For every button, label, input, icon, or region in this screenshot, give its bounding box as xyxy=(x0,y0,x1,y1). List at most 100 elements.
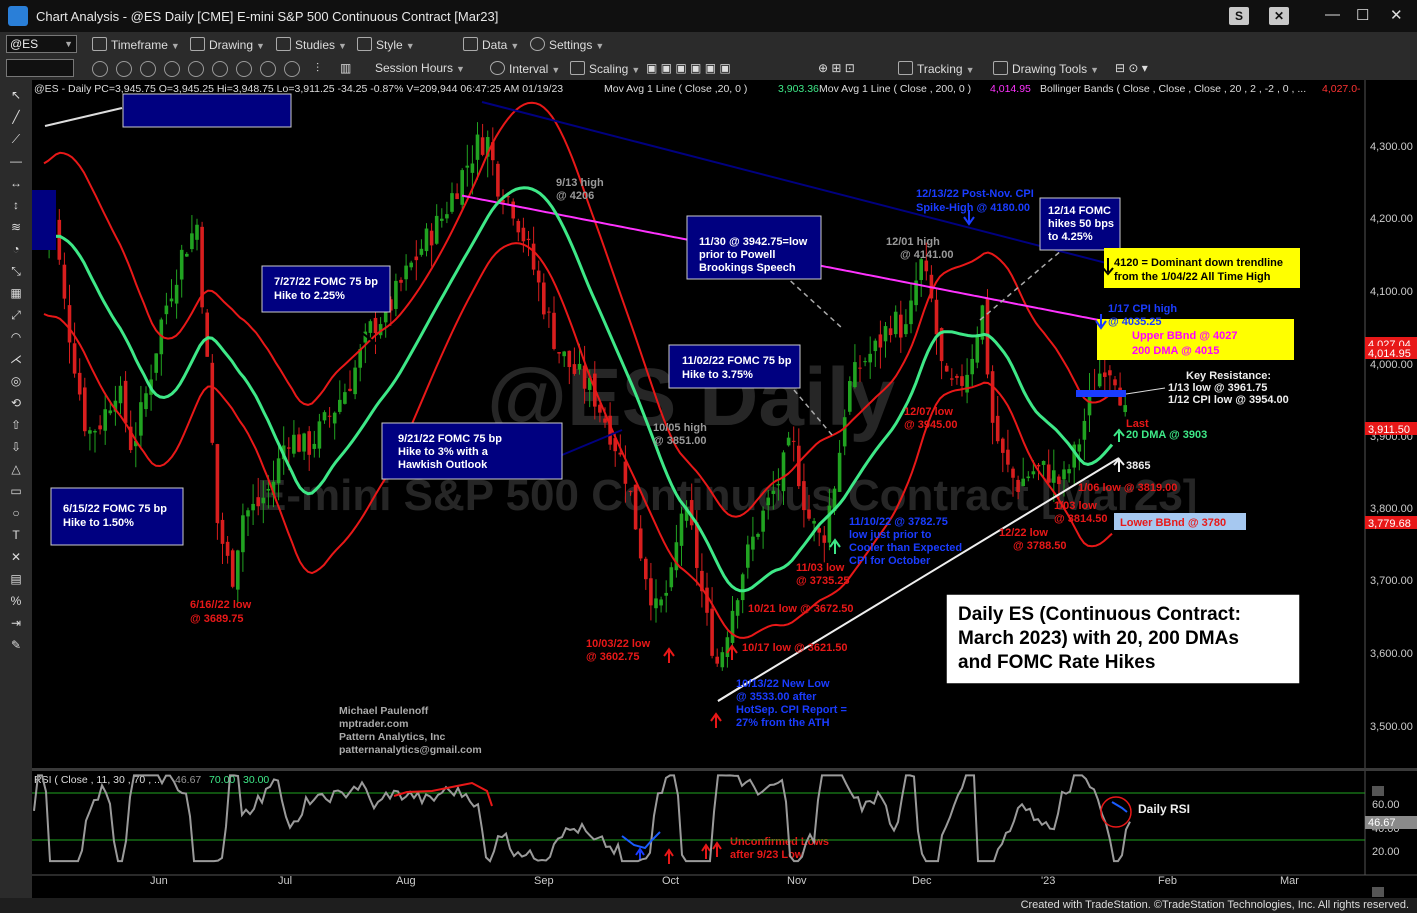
close-window-icon[interactable]: ✕ xyxy=(1390,7,1403,24)
ray-icon[interactable]: ⟋ xyxy=(11,132,21,146)
drawing-tools-menu[interactable]: Drawing Tools ▼ xyxy=(993,61,1099,76)
magnet-icon[interactable]: ⊟ ⊙ ▾ xyxy=(1115,61,1148,75)
zoom-icon[interactable]: ▣ ▣ ▣ ▣ ▣ ▣ xyxy=(646,61,731,75)
candle-body xyxy=(230,550,235,587)
fan-icon[interactable]: ⋌ xyxy=(10,352,22,366)
pen-icon[interactable]: ✎ xyxy=(10,638,22,652)
scaling-menu[interactable]: Scaling ▼ xyxy=(570,61,640,76)
candle-body xyxy=(980,305,985,340)
candle-body xyxy=(689,500,694,526)
pointer-icon[interactable]: ↖ xyxy=(10,88,22,102)
session-hours-menu[interactable]: Session Hours ▼ xyxy=(375,61,465,75)
symbol-input[interactable]: @ES ▼ xyxy=(6,35,77,53)
cross-icon[interactable]: ✕ xyxy=(10,550,22,564)
candle-body xyxy=(975,334,980,363)
candle-icon[interactable]: ▥ xyxy=(340,61,352,75)
chevron-down-icon[interactable]: ▼ xyxy=(64,39,73,49)
copyright-text: Created with TradeStation. ©TradeStation… xyxy=(1020,899,1409,911)
candle-body xyxy=(858,367,862,369)
percent-icon[interactable]: % xyxy=(10,594,22,608)
symbol-value: @ES xyxy=(10,37,39,51)
candle-body xyxy=(766,497,770,506)
link-icon[interactable] xyxy=(236,61,252,77)
minimize-icon[interactable]: — xyxy=(1325,6,1340,23)
candle-body xyxy=(740,574,745,601)
low-1017-note: 10/17 low @ 3621.50 xyxy=(742,642,848,654)
speed-lines-icon[interactable]: ⤢ xyxy=(11,308,21,322)
triangle-icon[interactable]: △ xyxy=(11,462,21,476)
header-box xyxy=(122,93,292,128)
s-button[interactable]: S xyxy=(1229,7,1249,25)
drawing-menu[interactable]: Drawing ▼ xyxy=(190,37,265,52)
ellipse-icon[interactable]: ◎ xyxy=(10,374,22,388)
bar-type-icon[interactable]: ⫶ xyxy=(316,61,320,75)
ma200-tag: 4,014.95 xyxy=(1368,348,1411,360)
settings-menu[interactable]: Settings ▼ xyxy=(530,37,604,52)
grid-icon[interactable]: ▦ xyxy=(10,286,22,300)
arc-icon[interactable]: ◠ xyxy=(10,330,22,344)
link-icon[interactable] xyxy=(164,61,180,77)
title-bar: Chart Analysis - @ES Daily [CME] E-mini … xyxy=(0,0,1417,32)
vertical-arrow-icon[interactable]: ↕ xyxy=(13,198,19,212)
studies-icon xyxy=(276,37,291,51)
fomc-615-line2: Hike to 1.50% xyxy=(63,517,134,529)
gann-icon[interactable]: ◔ xyxy=(12,242,20,256)
link-icon[interactable] xyxy=(140,61,156,77)
chart-canvas[interactable]: @ES Daily E-mini S&P 500 Continuous Cont… xyxy=(32,80,1417,898)
candle-body xyxy=(990,371,995,423)
level-3865-note: 3865 xyxy=(1126,460,1150,472)
up-arrow-icon[interactable]: ⇧ xyxy=(10,418,22,432)
candle-body xyxy=(220,519,225,544)
style-menu[interactable]: Style ▼ xyxy=(357,37,415,52)
candle-body xyxy=(179,249,184,280)
candle-body xyxy=(1077,444,1082,452)
hatch-icon[interactable]: ▤ xyxy=(10,572,22,586)
crosshair-icon[interactable]: ⊕ ⊞ ⊡ xyxy=(818,61,855,75)
low-1207-note: 12/07 low @ 3945.00 xyxy=(904,406,958,431)
scroll-up-button[interactable] xyxy=(1372,786,1384,796)
candle-body xyxy=(292,434,296,454)
down-arrow-icon[interactable]: ⇩ xyxy=(10,440,22,454)
resistance-band xyxy=(1076,390,1126,397)
timeframe-menu[interactable]: Timeframe ▼ xyxy=(92,37,180,52)
text-icon[interactable]: T xyxy=(12,528,20,542)
candle-body xyxy=(562,351,566,357)
daily-rsi-note: Daily RSI xyxy=(1138,802,1190,816)
candle-body xyxy=(526,238,531,241)
candle-body xyxy=(389,299,393,311)
candle-body xyxy=(868,353,872,363)
candle-body xyxy=(1001,438,1005,453)
circle-icon[interactable]: ○ xyxy=(12,506,20,520)
link-icon[interactable] xyxy=(284,61,300,77)
data-menu[interactable]: Data ▼ xyxy=(463,37,519,52)
candle-body xyxy=(297,434,301,452)
interval-menu[interactable]: Interval ▼ xyxy=(490,61,560,76)
tracking-menu[interactable]: Tracking ▼ xyxy=(898,61,975,76)
credit-note: Michael Paulenoff mptrader.com Pattern Ana… xyxy=(339,705,482,756)
fib-icon[interactable]: ≋ xyxy=(10,220,22,234)
scroll-down-button[interactable] xyxy=(1372,887,1384,897)
hline-icon[interactable]: ― xyxy=(10,154,22,168)
studies-menu[interactable]: Studies ▼ xyxy=(276,37,347,52)
close-chart-button[interactable]: ✕ xyxy=(1269,7,1289,25)
link-icon[interactable] xyxy=(260,61,276,77)
maximize-icon[interactable]: ☐ xyxy=(1356,7,1370,24)
candle-body xyxy=(771,490,776,494)
interval-input[interactable] xyxy=(6,59,74,77)
link-icon[interactable] xyxy=(188,61,204,77)
candle-body xyxy=(822,535,827,543)
link-icon[interactable] xyxy=(116,61,132,77)
cycle-icon[interactable]: ⟲ xyxy=(10,396,22,410)
month-label: Feb xyxy=(1158,875,1177,887)
arrow-right-icon[interactable]: ⇥ xyxy=(10,616,22,630)
channel-icon[interactable]: ⤡ xyxy=(11,264,21,278)
candle-body xyxy=(491,142,495,161)
link-icon[interactable] xyxy=(212,61,228,77)
line-icon[interactable]: ╱ xyxy=(12,110,20,124)
candle-body xyxy=(1062,469,1066,480)
horizontal-arrow-icon[interactable]: ↔ xyxy=(10,176,22,190)
link-icon[interactable] xyxy=(92,61,108,77)
rectangle-icon[interactable]: ▭ xyxy=(10,484,22,498)
candle-body xyxy=(118,385,123,404)
